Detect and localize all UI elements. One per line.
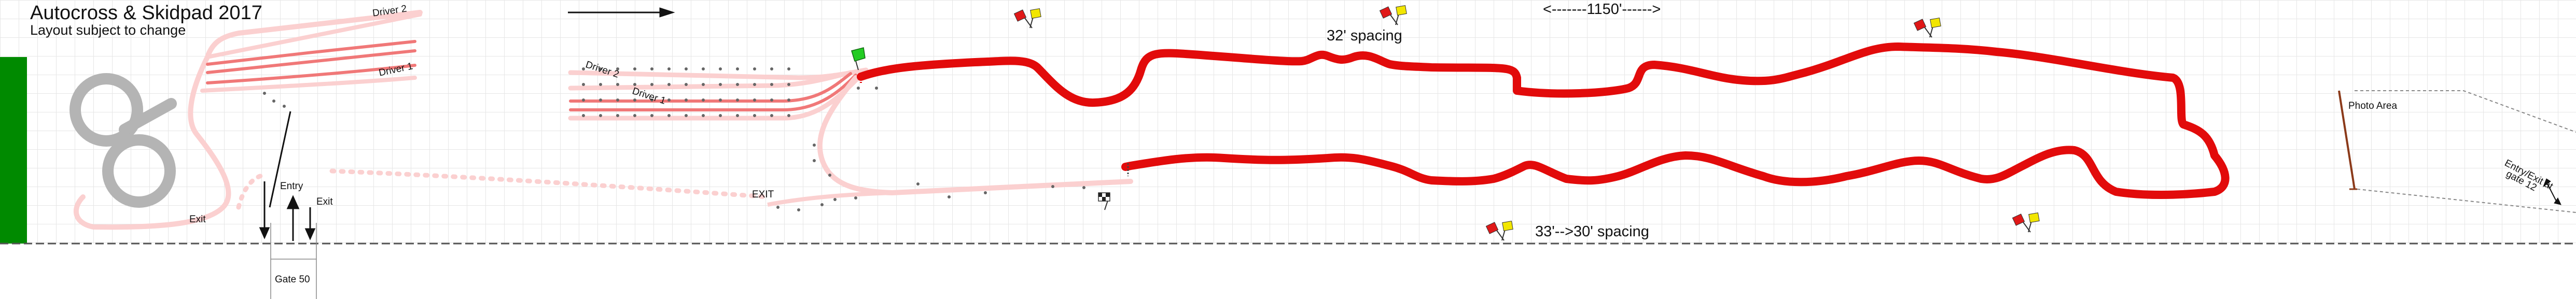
cone <box>770 67 773 70</box>
grid-background <box>0 0 2576 244</box>
gate-50-frame <box>270 223 317 299</box>
cone <box>616 67 619 70</box>
cone <box>787 98 790 102</box>
photo-area <box>2338 90 2576 213</box>
cone <box>702 83 705 86</box>
cone <box>685 98 688 102</box>
cone <box>787 83 790 86</box>
flag-pair-icon <box>1013 8 1041 29</box>
flag-pair-icon <box>1485 220 1513 241</box>
cone <box>736 83 739 86</box>
cone <box>685 83 688 86</box>
gate-arrows <box>259 111 316 241</box>
skidpad <box>69 73 177 208</box>
autocross-track <box>857 42 2230 199</box>
staging-exit-path-2 <box>767 191 893 207</box>
label-photo-area: Photo Area <box>2348 101 2398 111</box>
page-title: Autocross & Skidpad 2017 <box>30 2 262 24</box>
label-distance: <-------1150'------> <box>1543 1 1661 18</box>
cone <box>736 114 739 117</box>
cone <box>633 114 636 117</box>
flag-pair-icon <box>1913 17 1941 38</box>
direction-arrow-icon <box>568 7 675 18</box>
cone <box>582 83 585 86</box>
driver-lanes-right <box>200 12 422 93</box>
cone <box>753 98 756 102</box>
cone <box>599 114 602 117</box>
cone <box>753 83 756 86</box>
cone <box>616 98 619 102</box>
cone <box>719 98 722 102</box>
page-subtitle: Layout subject to change <box>30 22 186 38</box>
cone <box>633 83 636 86</box>
exit-cones <box>776 87 1085 211</box>
cone <box>736 98 739 102</box>
cone <box>650 114 653 117</box>
cone <box>650 98 653 102</box>
cone <box>616 114 619 117</box>
staging-exit-path <box>817 75 1133 196</box>
cone <box>650 83 653 86</box>
entry-curve <box>236 173 267 210</box>
cone <box>719 67 722 70</box>
flag-pairs <box>1013 5 2040 241</box>
label-gate-50: Gate 50 <box>275 274 310 285</box>
cone <box>702 114 705 117</box>
cone <box>719 83 722 86</box>
cone <box>702 98 705 102</box>
cone <box>753 67 756 70</box>
cone <box>616 83 619 86</box>
skidpad-approach-path <box>73 10 423 230</box>
staging-cones <box>582 67 790 117</box>
cone <box>599 67 602 70</box>
cone <box>633 98 636 102</box>
cone <box>685 67 688 70</box>
staging-lanes <box>568 67 869 121</box>
cone <box>667 83 671 86</box>
cone <box>753 114 756 117</box>
cone <box>770 83 773 86</box>
cone <box>582 98 585 102</box>
cone <box>787 67 790 70</box>
label-exit-gate: Exit <box>316 196 333 207</box>
cone <box>719 114 722 117</box>
cone <box>685 114 688 117</box>
cone <box>787 114 790 117</box>
label-skidpad-exit: Exit <box>189 214 206 225</box>
label-entry: Entry <box>280 181 303 192</box>
cone <box>667 114 671 117</box>
cone <box>736 67 739 70</box>
cone <box>633 67 636 70</box>
cone <box>582 114 585 117</box>
cone <box>599 83 602 86</box>
cone <box>650 67 653 70</box>
label-spacing-top: 32' spacing <box>1327 27 1402 44</box>
cone <box>667 98 671 102</box>
checkered-flag-icon <box>1098 192 1110 210</box>
flag-pair-icon <box>2012 212 2040 233</box>
entry-exit-arrow <box>2542 178 2561 205</box>
green-barrier <box>0 57 27 244</box>
cone <box>702 67 705 70</box>
start-gate <box>860 73 1129 176</box>
cones-gate <box>263 92 286 108</box>
entry-dotted-path <box>329 168 770 200</box>
cone <box>582 67 585 70</box>
start-flag-icon <box>851 47 866 70</box>
label-spacing-bottom: 33'-->30' spacing <box>1535 223 1649 240</box>
cone <box>667 67 671 70</box>
label-staging-exit: EXIT <box>752 189 774 200</box>
cone <box>770 98 773 102</box>
cone <box>770 114 773 117</box>
flag-pair-icon <box>1379 5 1407 25</box>
cone <box>599 98 602 102</box>
